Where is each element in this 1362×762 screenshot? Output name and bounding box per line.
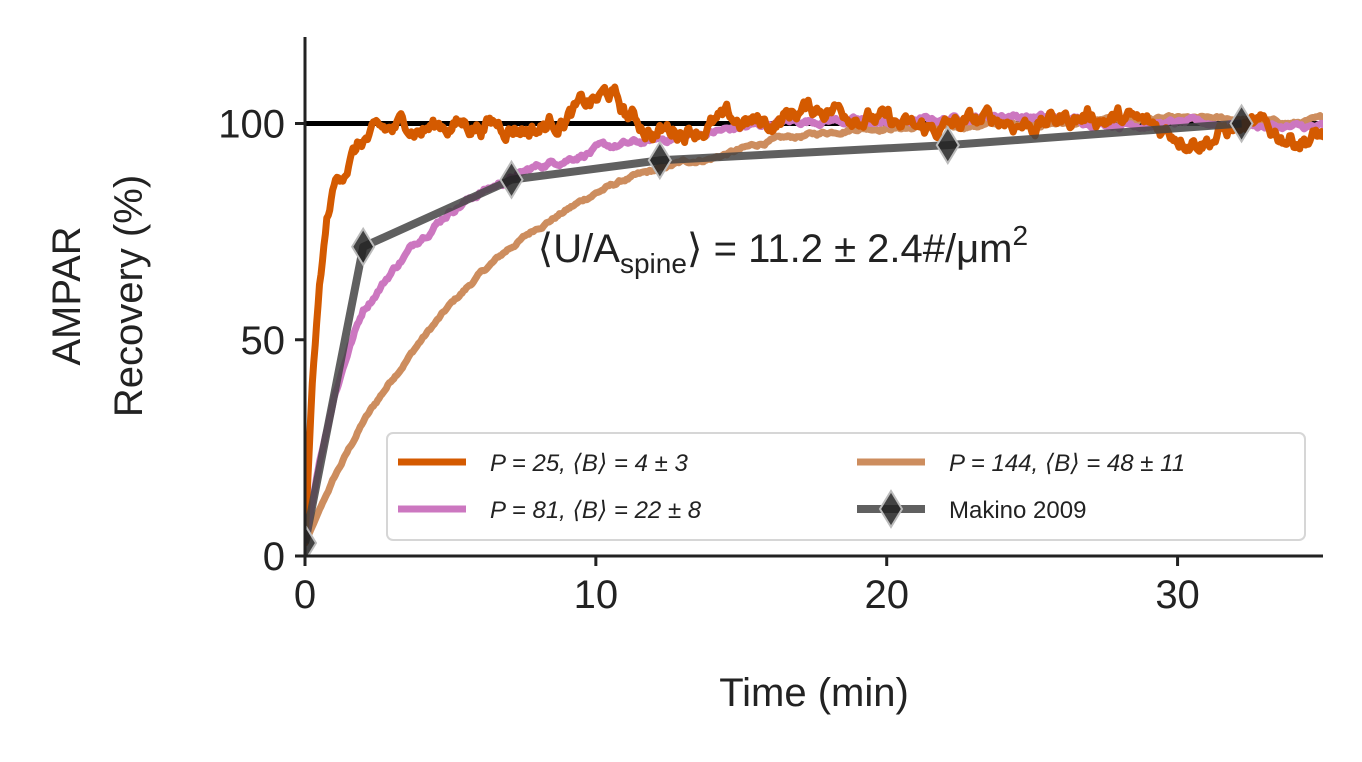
legend: P = 25, ⟨B⟩ = 4 ± 3 P = 81, ⟨B⟩ = 22 ± 8 P… [386, 432, 1306, 541]
legend-label: P = 25, ⟨B⟩ = 4 ± 3 [490, 450, 688, 477]
data-point-diamond [647, 140, 673, 181]
y-axis-title-line-1: AMPAR [45, 226, 89, 365]
x-tick-label: 20 [864, 573, 909, 617]
legend-label: P = 144, ⟨B⟩ = 48 ± 11 [949, 450, 1185, 477]
annotation-open: ⟨U/A [538, 227, 621, 271]
x-ticks: 0 10 20 30 [294, 556, 1200, 617]
y-ticks: 0 50 100 [218, 103, 305, 579]
legend-label: P = 81, ⟨B⟩ = 22 ± 8 [490, 497, 702, 524]
annotation-subscript: spine [620, 248, 687, 279]
axes: 0 10 20 30 0 50 100 [218, 37, 1323, 617]
y-tick-label: 100 [218, 103, 285, 147]
data-point-diamond [499, 159, 524, 200]
data-point-diamond [350, 226, 376, 267]
annotation-close: ⟩ = 11.2 ± 2.4#/μm [687, 227, 1013, 271]
annotation: ⟨U/Aspine⟩ = 11.2 ± 2.4#/μm2 [538, 220, 1028, 279]
series-line-makino [305, 119, 1242, 544]
data-point-diamond [305, 523, 318, 556]
y-axis-title: AMPAR Recovery (%) [45, 175, 151, 417]
legend-entry: Makino 2009 [857, 489, 1086, 529]
annotation-superscript: 2 [1013, 220, 1029, 251]
y-tick-label: 50 [241, 319, 286, 363]
plot-area [305, 83, 1323, 556]
x-tick-label: 30 [1155, 573, 1200, 617]
x-tick-label: 0 [294, 573, 316, 617]
data-point-diamond [1229, 103, 1254, 144]
y-tick-label: 0 [263, 535, 285, 579]
x-axis-title: Time (min) [719, 671, 909, 715]
legend-label: Makino 2009 [949, 497, 1086, 524]
legend-marker-diamond [878, 489, 904, 529]
data-point-diamond [935, 125, 960, 166]
series-line [305, 83, 1323, 547]
legend-entry: P = 144, ⟨B⟩ = 48 ± 11 [857, 450, 1185, 477]
legend-entry: P = 81, ⟨B⟩ = 22 ± 8 [398, 497, 702, 524]
legend-box [386, 432, 1306, 541]
legend-entry: P = 25, ⟨B⟩ = 4 ± 3 [398, 450, 688, 477]
x-tick-label: 10 [574, 573, 619, 617]
y-axis-title-line-2: Recovery (%) [107, 175, 151, 417]
